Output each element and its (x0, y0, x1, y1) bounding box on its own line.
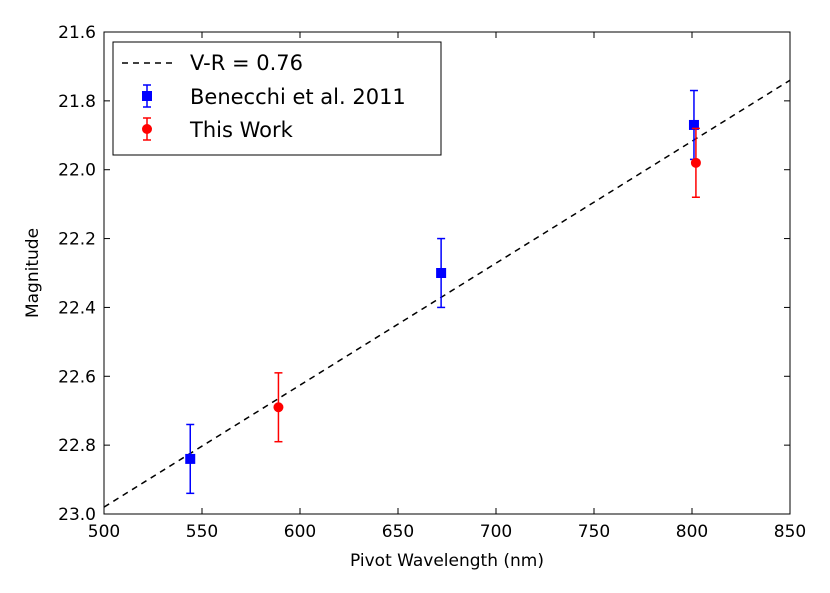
y-tick-label: 23.0 (58, 505, 96, 525)
y-tick-label: 22.2 (58, 230, 96, 250)
y-tick-label: 22.0 (58, 161, 96, 181)
series-layer (103, 79, 791, 508)
legend-marker (142, 91, 152, 101)
x-tick-label: 500 (88, 522, 120, 542)
y-tick-label: 22.8 (58, 436, 96, 456)
x-tick-label: 600 (284, 522, 316, 542)
data-point-square (436, 268, 447, 278)
y-tick-label: 22.6 (58, 367, 96, 387)
data-point-square (688, 119, 699, 130)
x-tick-label: 550 (186, 522, 218, 542)
fit-line (103, 79, 791, 508)
x-tick-label: 650 (382, 522, 414, 542)
legend: V-R = 0.76 Benecchi et al. 2011 This Wor… (112, 41, 442, 156)
legend-benecchi-swatch (142, 84, 152, 108)
legend-box (112, 41, 442, 156)
legend-this-work-label: This Work (189, 118, 294, 142)
y-tick-label: 21.6 (58, 23, 96, 43)
x-tick-label: 700 (480, 522, 512, 542)
legend-benecchi-label: Benecchi et al. 2011 (190, 85, 406, 109)
x-tick-label: 750 (578, 522, 610, 542)
data-point-circle (690, 157, 701, 168)
legend-marker (142, 124, 152, 134)
tick-layer: 500 550 600 650 700 750 800 850 21.6 21.8 22.0 22.2… (58, 23, 806, 542)
legend-fit-label: V-R = 0.76 (190, 51, 303, 75)
y-tick-label: 22.4 (58, 298, 96, 318)
data-point-square (185, 453, 196, 464)
series-benecchi (185, 89, 699, 495)
plot-frame (103, 31, 791, 515)
y-tick-label: 21.8 (58, 92, 96, 112)
data-point-circle (273, 402, 284, 413)
legend-this-work-swatch (142, 117, 152, 141)
x-tick-label: 850 (774, 522, 806, 542)
y-axis-title: Magnitude (23, 228, 43, 318)
x-axis-title: Pivot Wavelength (nm) (350, 551, 544, 571)
x-tick-label: 800 (676, 522, 708, 542)
series-this-work (273, 127, 701, 443)
